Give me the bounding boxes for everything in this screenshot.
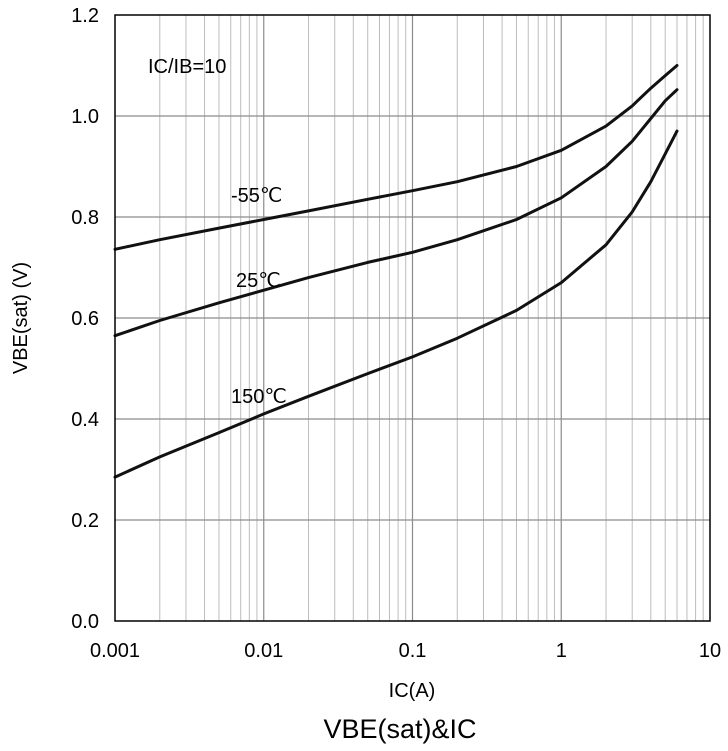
series-label-150: 150℃ (231, 386, 287, 408)
y-tick-label: 1.0 (71, 106, 99, 128)
chart-title: VBE(sat)&IC (323, 714, 476, 744)
y-tick-label: 0.0 (71, 611, 99, 633)
series-line-0 (113, 64, 679, 251)
series-label-25: 25℃ (236, 270, 281, 292)
y-tick-labels: 0.0 0.2 0.4 0.6 0.8 1.0 1.2 (71, 5, 99, 633)
y-tick-label: 0.2 (71, 510, 99, 532)
y-tick-label: 0.6 (71, 308, 99, 330)
x-tick-label: 1 (556, 640, 567, 662)
x-axis-label: IC(A) (389, 680, 436, 702)
y-tick-label: 0.8 (71, 207, 99, 229)
series-label-m55: -55℃ (231, 185, 282, 207)
y-tick-label: 1.2 (71, 5, 99, 27)
x-tick-labels: 0.001 0.01 0.1 1 10 (90, 640, 721, 662)
x-tick-label: 0.001 (90, 640, 140, 662)
curves (113, 64, 679, 479)
annotation-ic-ib: IC/IB=10 (148, 56, 226, 78)
x-tick-label: 0.01 (244, 640, 283, 662)
plot-area-frame (114, 14, 711, 622)
grid (115, 15, 710, 621)
series-line-2 (113, 129, 679, 479)
y-axis-label: VBE(sat) (V) (10, 262, 32, 374)
series-line-1 (113, 88, 679, 338)
x-tick-label: 10 (699, 640, 721, 662)
y-tick-label: 0.4 (71, 409, 99, 431)
x-tick-label: 0.1 (399, 640, 427, 662)
